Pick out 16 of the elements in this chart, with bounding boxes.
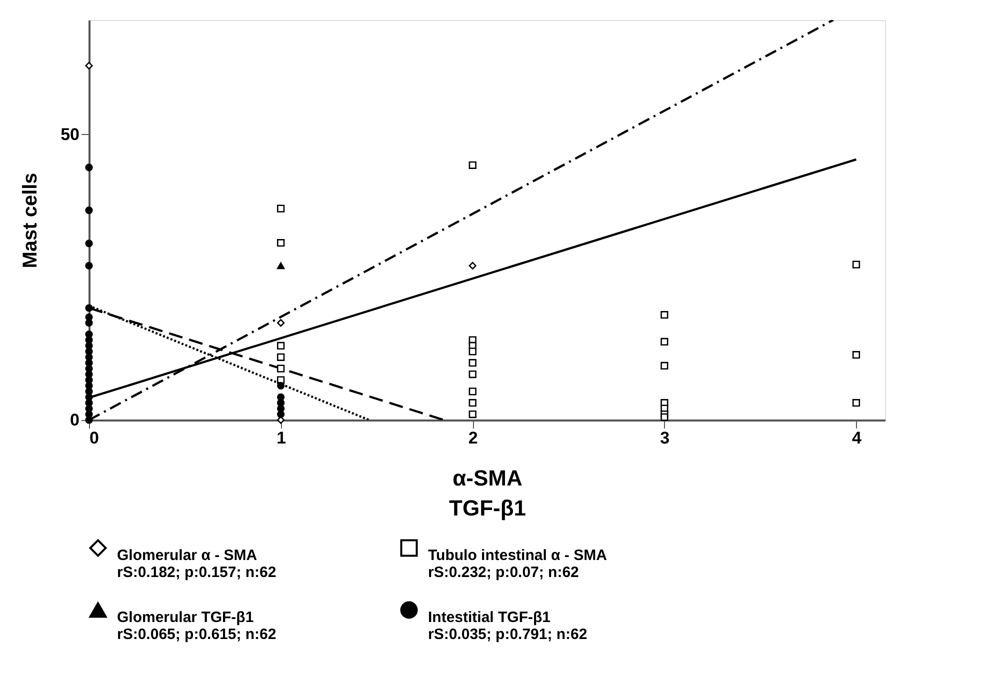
text: rS:0.182; p:0.157; n:62 (117, 564, 276, 581)
legend-label: Glomerular TGF-β1 (117, 609, 254, 626)
x-tick-label: 0 (90, 428, 99, 448)
x-axis-title: α-SMA TGF-β1 (449, 466, 526, 520)
x-tick-label: 2 (468, 428, 478, 448)
y-tick-label: 50 (60, 124, 80, 144)
x-tick-label: 1 (276, 428, 286, 448)
x-tick-label: 3 (660, 428, 670, 448)
legend-label: Glomerular α - SMA (117, 547, 258, 564)
x-tick-label: 4 (852, 428, 862, 448)
text: rS:0.232; p:0.07; n:62 (428, 564, 579, 581)
text: rS:0.035; p:0.791; n:62 (428, 626, 588, 643)
y-axis-title: Mast cells (20, 172, 42, 268)
text: rS:0.065; p:0.615; n:62 (117, 626, 276, 643)
legend-label: Tubulo intestinal α - SMA (428, 547, 608, 564)
legend-label: Intestitial TGF-β1 (428, 609, 550, 626)
